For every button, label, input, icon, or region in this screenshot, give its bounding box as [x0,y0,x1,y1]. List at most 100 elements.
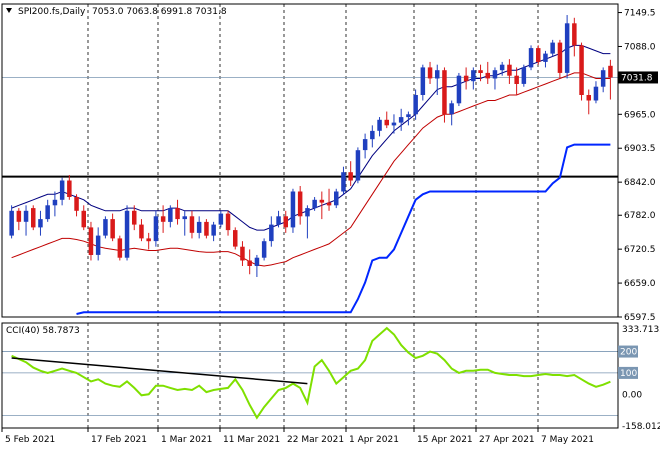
candle-body [463,75,469,82]
symbol-title: SPI200.fs,Daily [18,7,86,17]
candle-body [175,208,180,220]
candle-body [168,208,173,222]
x-tick-label: 11 Mar 2021 [223,435,280,445]
candle-body [398,117,404,123]
candle-body [514,75,519,84]
candle-body [579,45,584,95]
candle-body [391,122,397,126]
cci-y-tick-label: 333.7135 [622,325,660,335]
candle-body [290,191,296,228]
price-grid [2,4,618,317]
y-tick-label: 6720.5 [624,245,656,255]
candle-body [124,210,130,258]
y-tick-label: 6965.0 [624,110,656,120]
candle-body [204,221,209,236]
candle-body [485,72,490,79]
x-tick-label: 22 Mar 2021 [287,435,344,445]
candle-body [103,219,108,236]
candle-body [326,202,332,206]
candle-body [305,208,310,217]
candle-body [334,191,339,206]
candle-body [312,199,317,209]
candle-body [420,67,426,95]
candle-body [269,224,274,242]
candle-body [283,216,288,228]
candle-body [370,130,375,140]
candle-body [52,199,58,206]
cci-line [11,326,611,420]
candle-body [9,210,14,236]
candle-body [182,216,187,220]
candle-body [153,216,159,242]
y-tick-label: 6597.5 [624,313,656,323]
candle-body [218,213,224,225]
candle-body [499,64,505,71]
candle-body [406,114,411,118]
candle-body [88,227,94,255]
y-tick-label: 7149.5 [624,9,656,19]
cci-y-tick-label: 0.00 [622,390,642,400]
candle-body [341,172,346,192]
candle-body [593,86,599,101]
candle-body [586,95,591,101]
candle-body [456,75,462,104]
candle-body [95,235,101,255]
candle-body [507,64,512,76]
triangle-down-icon[interactable] [6,8,12,13]
candle-body [557,42,563,73]
candle-body [377,119,382,131]
y-tick-label: 6903.5 [624,144,656,154]
price-panel-frame [1,3,619,318]
candle-body [442,70,447,115]
candle-body [297,191,303,217]
candle-body [254,257,260,266]
candle-body [189,216,195,233]
candle-body [132,210,137,225]
candle-body [233,230,238,247]
candle-body [45,205,50,220]
candle-body [59,180,65,200]
y-tick-label: 7088.0 [624,42,656,52]
candle-body [261,241,267,258]
y-tick-label: 6782.0 [624,211,656,221]
x-tick-label: 1 Mar 2021 [161,435,212,445]
candle-body [139,224,144,239]
cci-trendline [11,357,308,385]
axes: 5 Feb 2021 17 Feb 2021 1 Mar 2021 11 Mar 20… [1,3,660,445]
candle-body [471,70,476,82]
lower-envelope-line [11,72,611,267]
candle-body [31,208,36,228]
cci-y-tick-label: 200 [620,348,637,358]
x-tick-label: 1 Apr 2021 [349,435,399,445]
x-tick-label: 5 Feb 2021 [5,435,55,445]
candle-body [38,219,43,228]
candle-body [427,67,433,79]
candle-body [355,150,361,181]
candle-body [608,65,613,78]
cci-level-tag [618,345,638,358]
x-tick-label: 15 Apr 2021 [417,435,473,445]
candle-body [600,70,606,87]
candle-body [117,238,123,258]
cci-level-tag [618,366,638,379]
candle-body [247,260,252,266]
candle-body [81,210,86,228]
cci-y-tick-label: -158.0124 [622,422,660,432]
candle-body [110,219,115,239]
cci-y-tick-label: 100 [620,369,637,379]
candle-body [362,139,368,151]
candle-body [74,197,79,211]
y-tick-label: 6842.0 [624,178,656,188]
candle-body [384,119,389,126]
candle-body [435,70,440,79]
candle-body [146,238,151,242]
candle-body [572,23,577,46]
candle-body [564,23,570,73]
candle-body [240,246,245,261]
candle-body [211,224,216,236]
candle-body [276,216,281,225]
x-tick-label: 27 Apr 2021 [479,435,535,445]
current-price-label: 7031.8 [621,73,653,83]
candle-body [67,180,72,197]
candle-body [413,95,418,115]
